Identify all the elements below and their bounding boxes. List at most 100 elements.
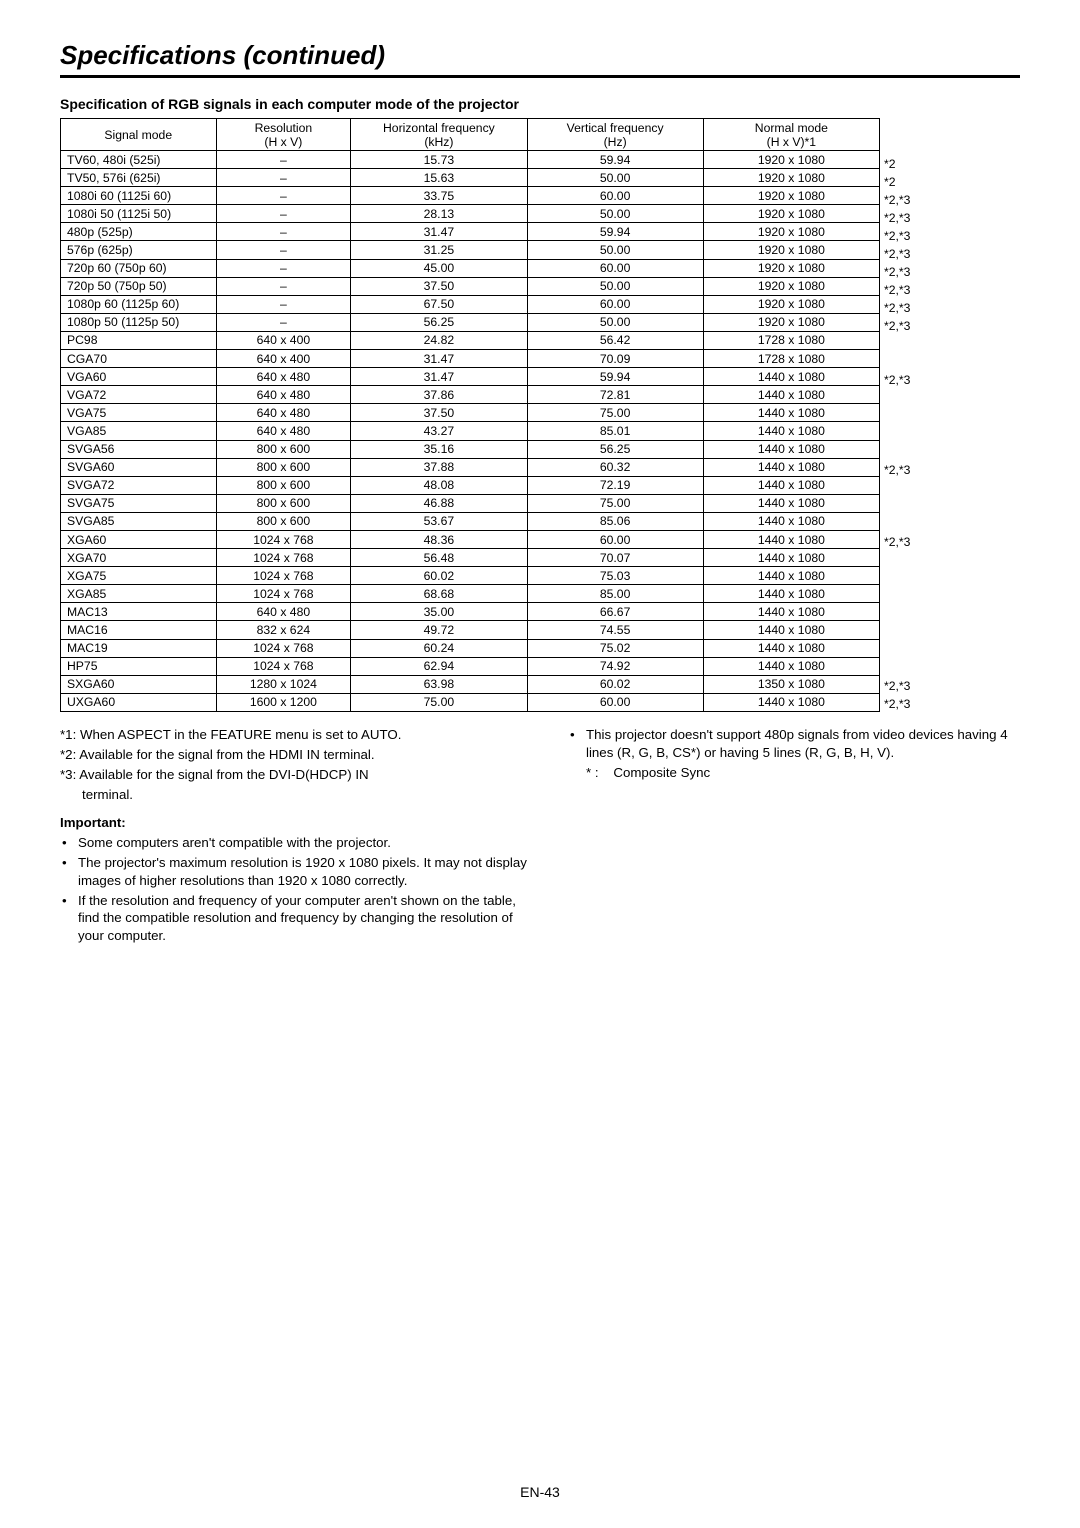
cell-hf: 35.00 — [351, 603, 527, 621]
cell-normal: 1440 x 1080 — [703, 639, 879, 657]
cell-mode: 480p (525p) — [61, 223, 217, 241]
cell-res: 640 x 480 — [216, 368, 351, 386]
cell-res: 800 x 600 — [216, 512, 351, 530]
cell-res: 800 x 600 — [216, 458, 351, 476]
important-item: If the resolution and frequency of your … — [60, 892, 540, 946]
table-row: TV50, 576i (625i)–15.6350.001920 x 1080 — [61, 169, 880, 187]
row-note: *2,*3 — [884, 370, 910, 388]
cell-mode: VGA72 — [61, 386, 217, 404]
cell-hf: 35.16 — [351, 440, 527, 458]
spec-table-wrap: Signal mode Resolution (H x V) Horizonta… — [60, 118, 1020, 712]
cell-vf: 60.00 — [527, 295, 703, 313]
table-row: MAC16832 x 62449.7274.551440 x 1080 — [61, 621, 880, 639]
table-row: 576p (625p)–31.2550.001920 x 1080 — [61, 241, 880, 259]
cell-normal: 1440 x 1080 — [703, 386, 879, 404]
cell-vf: 75.03 — [527, 567, 703, 585]
cell-normal: 1440 x 1080 — [703, 368, 879, 386]
row-note — [884, 550, 910, 568]
cell-mode: UXGA60 — [61, 693, 217, 711]
cell-res: 1024 x 768 — [216, 585, 351, 603]
cell-mode: MAC19 — [61, 639, 217, 657]
cell-hf: 15.63 — [351, 169, 527, 187]
cell-mode: TV50, 576i (625i) — [61, 169, 217, 187]
row-note — [884, 604, 910, 622]
cell-normal: 1440 x 1080 — [703, 621, 879, 639]
row-note — [884, 352, 910, 370]
cell-mode: XGA85 — [61, 585, 217, 603]
cell-mode: 720p 60 (750p 60) — [61, 259, 217, 277]
row-note — [884, 622, 910, 640]
table-row: SVGA75800 x 60046.8875.001440 x 1080 — [61, 494, 880, 512]
row-note — [884, 406, 910, 424]
table-row: XGA851024 x 76868.6885.001440 x 1080 — [61, 585, 880, 603]
important-list: Some computers aren't compatible with th… — [60, 834, 540, 946]
table-row: VGA85640 x 48043.2785.011440 x 1080 — [61, 422, 880, 440]
cell-res: 1600 x 1200 — [216, 693, 351, 711]
cell-mode: 576p (625p) — [61, 241, 217, 259]
cell-mode: SVGA56 — [61, 440, 217, 458]
row-note: *2,*3 — [884, 316, 910, 334]
cell-hf: 24.82 — [351, 331, 527, 349]
composite-sync-note: * : Composite Sync — [568, 764, 1008, 782]
cell-vf: 60.02 — [527, 675, 703, 693]
cell-res: 640 x 480 — [216, 404, 351, 422]
cell-hf: 53.67 — [351, 512, 527, 530]
row-note — [884, 424, 910, 442]
cs-text: Composite Sync — [613, 765, 710, 780]
row-note: *2,*3 — [884, 676, 910, 694]
th-vf: Vertical frequency (Hz) — [527, 119, 703, 151]
row-note: *2 — [884, 154, 910, 172]
cell-normal: 1728 x 1080 — [703, 350, 879, 368]
cell-normal: 1440 x 1080 — [703, 476, 879, 494]
cell-mode: XGA70 — [61, 549, 217, 567]
cell-vf: 60.32 — [527, 458, 703, 476]
row-note: *2,*3 — [884, 190, 910, 208]
row-note — [884, 640, 910, 658]
cell-hf: 31.25 — [351, 241, 527, 259]
cell-res: 1024 x 768 — [216, 639, 351, 657]
cell-mode: PC98 — [61, 331, 217, 349]
cell-normal: 1920 x 1080 — [703, 223, 879, 241]
cell-normal: 1440 x 1080 — [703, 549, 879, 567]
cell-hf: 56.48 — [351, 549, 527, 567]
cell-res: 800 x 600 — [216, 476, 351, 494]
important-item: The projector's maximum resolution is 19… — [60, 854, 540, 890]
row-note: *2,*3 — [884, 208, 910, 226]
cell-hf: 45.00 — [351, 259, 527, 277]
table-row: VGA72640 x 48037.8672.811440 x 1080 — [61, 386, 880, 404]
th-res-a: Resolution — [255, 121, 313, 135]
cell-hf: 68.68 — [351, 585, 527, 603]
cell-mode: MAC13 — [61, 603, 217, 621]
page-title: Specifications (continued) — [60, 40, 1020, 78]
table-row: 480p (525p)–31.4759.941920 x 1080 — [61, 223, 880, 241]
row-note: *2,*3 — [884, 460, 910, 478]
table-row: HP751024 x 76862.9474.921440 x 1080 — [61, 657, 880, 675]
footnote-2: *2: Available for the signal from the HD… — [60, 746, 540, 764]
cell-hf: 48.08 — [351, 476, 527, 494]
right-bullet: This projector doesn't support 480p sign… — [568, 726, 1008, 762]
row-note: *2,*3 — [884, 244, 910, 262]
cell-normal: 1440 x 1080 — [703, 404, 879, 422]
cell-res: – — [216, 259, 351, 277]
row-note: *2 — [884, 172, 910, 190]
cell-hf: 37.86 — [351, 386, 527, 404]
cell-vf: 85.01 — [527, 422, 703, 440]
cell-vf: 72.19 — [527, 476, 703, 494]
cell-vf: 50.00 — [527, 277, 703, 295]
table-row: TV60, 480i (525i)–15.7359.941920 x 1080 — [61, 151, 880, 169]
cell-mode: MAC16 — [61, 621, 217, 639]
cell-res: – — [216, 223, 351, 241]
cell-hf: 67.50 — [351, 295, 527, 313]
cell-vf: 74.92 — [527, 657, 703, 675]
cell-vf: 85.00 — [527, 585, 703, 603]
cell-normal: 1920 x 1080 — [703, 205, 879, 223]
row-note — [884, 658, 910, 676]
table-row: SVGA85800 x 60053.6785.061440 x 1080 — [61, 512, 880, 530]
th-signal-a: Signal mode — [104, 128, 172, 142]
cell-normal: 1920 x 1080 — [703, 313, 879, 331]
cell-hf: 60.02 — [351, 567, 527, 585]
cell-res: 832 x 624 — [216, 621, 351, 639]
cell-hf: 62.94 — [351, 657, 527, 675]
footnote-1: *1: When ASPECT in the FEATURE menu is s… — [60, 726, 540, 744]
table-row: XGA751024 x 76860.0275.031440 x 1080 — [61, 567, 880, 585]
